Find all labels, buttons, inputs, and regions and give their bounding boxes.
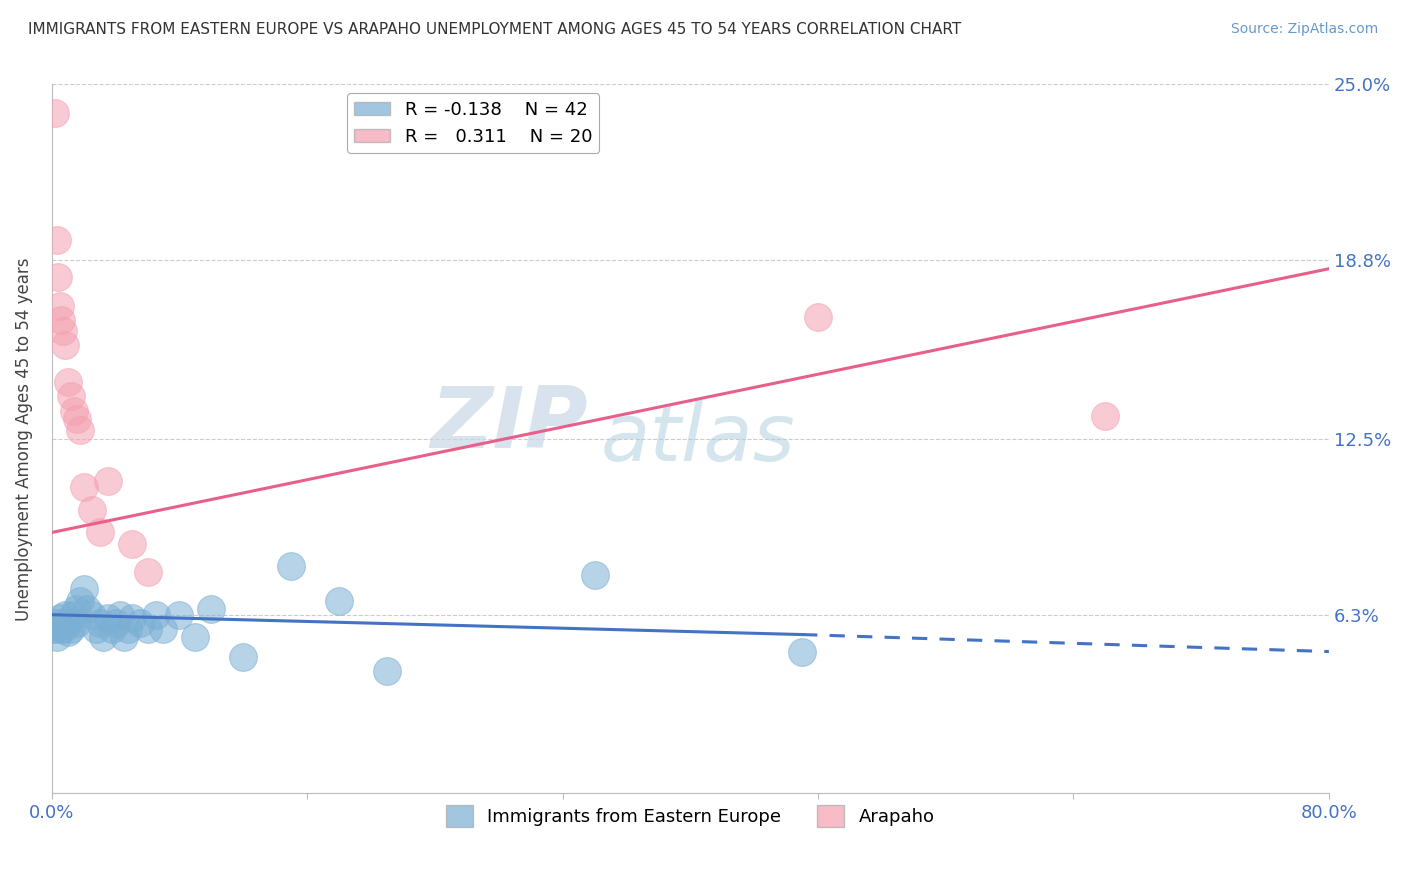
Point: [53, 607, 76, 622]
Point: [56, 624, 79, 639]
Point: [63, 403, 86, 417]
Point: [280, 559, 302, 574]
Point: [48, 299, 70, 313]
Point: [375, 665, 398, 679]
Point: [76, 602, 98, 616]
Point: [89, 616, 111, 631]
Point: [66, 616, 89, 631]
Legend: Immigrants from Eastern Europe, Arapaho: Immigrants from Eastern Europe, Arapaho: [439, 797, 942, 834]
Point: [121, 610, 143, 624]
Point: [583, 568, 606, 582]
Point: [117, 622, 139, 636]
Point: [121, 537, 143, 551]
Point: [80, 607, 103, 622]
Point: [80, 503, 103, 517]
Point: [152, 622, 174, 636]
Point: [73, 480, 96, 494]
Point: [45, 631, 67, 645]
Point: [44, 105, 66, 120]
Point: [232, 650, 254, 665]
Point: [169, 607, 191, 622]
Point: [97, 610, 120, 624]
Point: [45, 234, 67, 248]
Point: [65, 602, 87, 616]
Text: IMMIGRANTS FROM EASTERN EUROPE VS ARAPAHO UNEMPLOYMENT AMONG AGES 45 TO 54 YEARS: IMMIGRANTS FROM EASTERN EUROPE VS ARAPAH…: [28, 22, 962, 37]
Point: [46, 622, 69, 636]
Point: [59, 622, 82, 636]
Point: [790, 644, 813, 658]
Point: [184, 631, 207, 645]
Point: [128, 616, 150, 631]
Point: [69, 593, 91, 607]
Point: [101, 622, 124, 636]
Point: [1094, 409, 1116, 424]
Point: [66, 412, 89, 426]
Text: ZIP: ZIP: [430, 384, 588, 467]
Point: [97, 475, 120, 489]
Point: [62, 607, 84, 622]
Point: [145, 607, 167, 622]
Text: Source: ZipAtlas.com: Source: ZipAtlas.com: [1230, 22, 1378, 37]
Point: [52, 622, 75, 636]
Point: [53, 338, 76, 352]
Point: [59, 389, 82, 403]
Point: [56, 375, 79, 389]
Point: [89, 525, 111, 540]
Point: [136, 622, 159, 636]
Point: [104, 616, 127, 631]
Point: [110, 607, 132, 622]
Point: [46, 270, 69, 285]
Point: [55, 616, 77, 631]
Point: [51, 616, 73, 631]
Point: [44, 616, 66, 631]
Point: [328, 593, 350, 607]
Point: [69, 423, 91, 437]
Point: [200, 602, 222, 616]
Point: [42, 622, 65, 636]
Point: [136, 565, 159, 579]
Point: [807, 310, 830, 324]
Point: [48, 610, 70, 624]
Point: [112, 631, 135, 645]
Point: [58, 616, 80, 631]
Point: [51, 313, 73, 327]
Y-axis label: Unemployment Among Ages 45 to 54 years: Unemployment Among Ages 45 to 54 years: [15, 257, 32, 621]
Point: [91, 631, 114, 645]
Point: [86, 622, 108, 636]
Point: [52, 324, 75, 338]
Point: [73, 582, 96, 597]
Text: atlas: atlas: [600, 400, 796, 478]
